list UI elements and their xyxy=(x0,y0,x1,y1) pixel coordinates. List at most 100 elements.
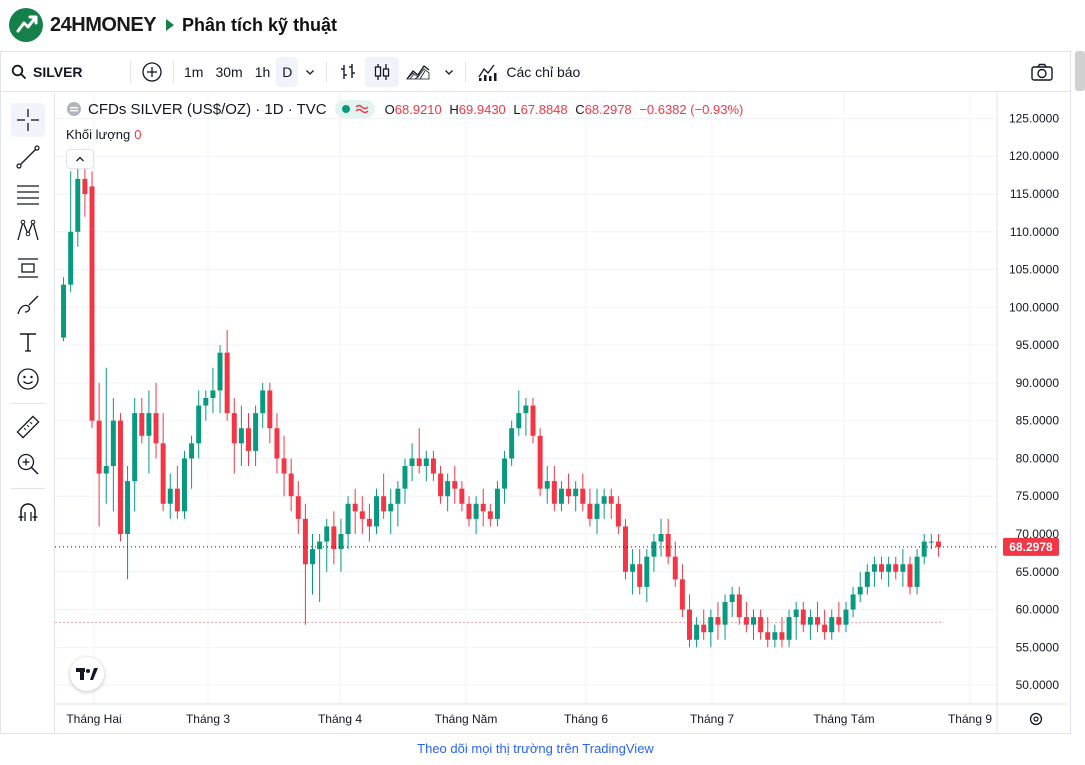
tradingview-footer-link[interactable]: Theo dõi mọi thị trường trên TradingView xyxy=(417,741,654,756)
candle[interactable] xyxy=(580,473,586,512)
candles-series[interactable] xyxy=(61,148,941,648)
page-scrollbar[interactable] xyxy=(1075,51,1085,91)
candle[interactable] xyxy=(679,564,685,618)
candle[interactable] xyxy=(210,367,216,414)
zoom-tool-button[interactable] xyxy=(11,447,45,481)
candle[interactable] xyxy=(331,511,337,565)
candle[interactable] xyxy=(61,277,67,342)
candle[interactable] xyxy=(502,450,508,504)
candle[interactable] xyxy=(345,496,351,550)
candle[interactable] xyxy=(167,473,173,519)
candle[interactable] xyxy=(573,481,579,512)
candle[interactable] xyxy=(935,534,941,557)
candle[interactable] xyxy=(879,556,885,580)
candle[interactable] xyxy=(850,586,856,618)
candle[interactable] xyxy=(395,481,401,527)
candle[interactable] xyxy=(281,435,287,497)
candle[interactable] xyxy=(416,428,422,474)
candle[interactable] xyxy=(302,503,308,625)
axis-settings-icon[interactable] xyxy=(1029,712,1043,726)
candle[interactable] xyxy=(530,398,536,444)
candle[interactable] xyxy=(779,617,785,648)
interval-d-button[interactable]: D xyxy=(276,56,299,87)
candle[interactable] xyxy=(558,481,564,512)
symbol-search-button[interactable]: SILVER xyxy=(1,57,126,87)
candle[interactable] xyxy=(622,518,628,580)
candle[interactable] xyxy=(672,541,678,587)
candle[interactable] xyxy=(203,390,209,421)
compare-button[interactable] xyxy=(135,57,169,87)
candle-style-button[interactable] xyxy=(365,56,400,87)
candle[interactable] xyxy=(274,413,280,474)
candle[interactable] xyxy=(125,466,131,580)
candle[interactable] xyxy=(857,571,863,602)
candle[interactable] xyxy=(89,171,95,429)
candle[interactable] xyxy=(772,624,778,648)
candle[interactable] xyxy=(430,450,436,482)
candle[interactable] xyxy=(701,609,707,640)
brush-tool-button[interactable] xyxy=(11,288,45,322)
candle[interactable] xyxy=(694,617,700,648)
interval-30m-button[interactable]: 30m xyxy=(215,63,243,80)
candle[interactable] xyxy=(487,503,493,527)
candle[interactable] xyxy=(359,496,365,534)
crosshair-tool-button[interactable] xyxy=(10,103,45,137)
magnet-tool-button[interactable] xyxy=(11,495,45,529)
candle[interactable] xyxy=(260,382,266,429)
candle[interactable] xyxy=(238,405,244,466)
candle[interactable] xyxy=(871,556,877,587)
candle[interactable] xyxy=(452,466,458,504)
candle[interactable] xyxy=(494,481,500,527)
measure-tool-button[interactable] xyxy=(11,410,45,444)
candle[interactable] xyxy=(594,488,600,534)
price-axis[interactable]: 125.0000 120.0000 115.0000 110.0000 105.0000… xyxy=(996,92,1059,732)
candle[interactable] xyxy=(317,534,323,602)
candle[interactable] xyxy=(864,564,870,595)
candle[interactable] xyxy=(822,609,828,640)
candle[interactable] xyxy=(423,450,429,482)
candle[interactable] xyxy=(366,503,372,542)
emoji-tool-button[interactable] xyxy=(11,362,45,396)
tradingview-logo-button[interactable] xyxy=(70,657,104,691)
candle[interactable] xyxy=(758,609,764,640)
candle[interactable] xyxy=(829,609,835,640)
candle[interactable] xyxy=(509,420,515,466)
candle[interactable] xyxy=(836,602,842,633)
candle[interactable] xyxy=(253,405,259,466)
candle[interactable] xyxy=(459,481,465,512)
indicators-button[interactable]: Các chỉ báo xyxy=(470,57,586,87)
candle[interactable] xyxy=(132,398,138,512)
candle[interactable] xyxy=(160,413,166,512)
screenshot-button[interactable] xyxy=(1024,57,1060,87)
candle[interactable] xyxy=(153,382,159,459)
candle[interactable] xyxy=(480,488,486,527)
pattern-tool-button[interactable] xyxy=(11,214,45,248)
candle[interactable] xyxy=(907,556,913,595)
candle[interactable] xyxy=(338,518,344,572)
candle[interactable] xyxy=(900,549,906,587)
candle[interactable] xyxy=(708,609,714,648)
candle[interactable] xyxy=(409,443,415,482)
candle[interactable] xyxy=(630,549,636,595)
candle[interactable] xyxy=(886,556,892,587)
candle[interactable] xyxy=(388,488,394,534)
candle[interactable] xyxy=(736,586,742,625)
candle[interactable] xyxy=(181,450,187,519)
candle[interactable] xyxy=(644,549,650,602)
candle[interactable] xyxy=(800,602,806,633)
candle[interactable] xyxy=(807,609,813,640)
interval-1m-button[interactable]: 1m xyxy=(184,63,204,80)
candle[interactable] xyxy=(743,602,749,633)
candle[interactable] xyxy=(793,602,799,640)
candle[interactable] xyxy=(231,398,237,474)
candle[interactable] xyxy=(601,488,607,519)
candle[interactable] xyxy=(765,617,771,648)
candle[interactable] xyxy=(516,390,522,436)
market-status-badge[interactable] xyxy=(334,100,375,118)
candle[interactable] xyxy=(288,458,294,512)
candle[interactable] xyxy=(921,534,927,565)
candle[interactable] xyxy=(310,534,315,595)
candle[interactable] xyxy=(196,390,202,459)
collapse-legend-button[interactable] xyxy=(66,149,94,169)
time-axis[interactable]: Tháng Hai Tháng 3 Tháng 4 Tháng Năm Tháng 6 T… xyxy=(55,703,1067,726)
